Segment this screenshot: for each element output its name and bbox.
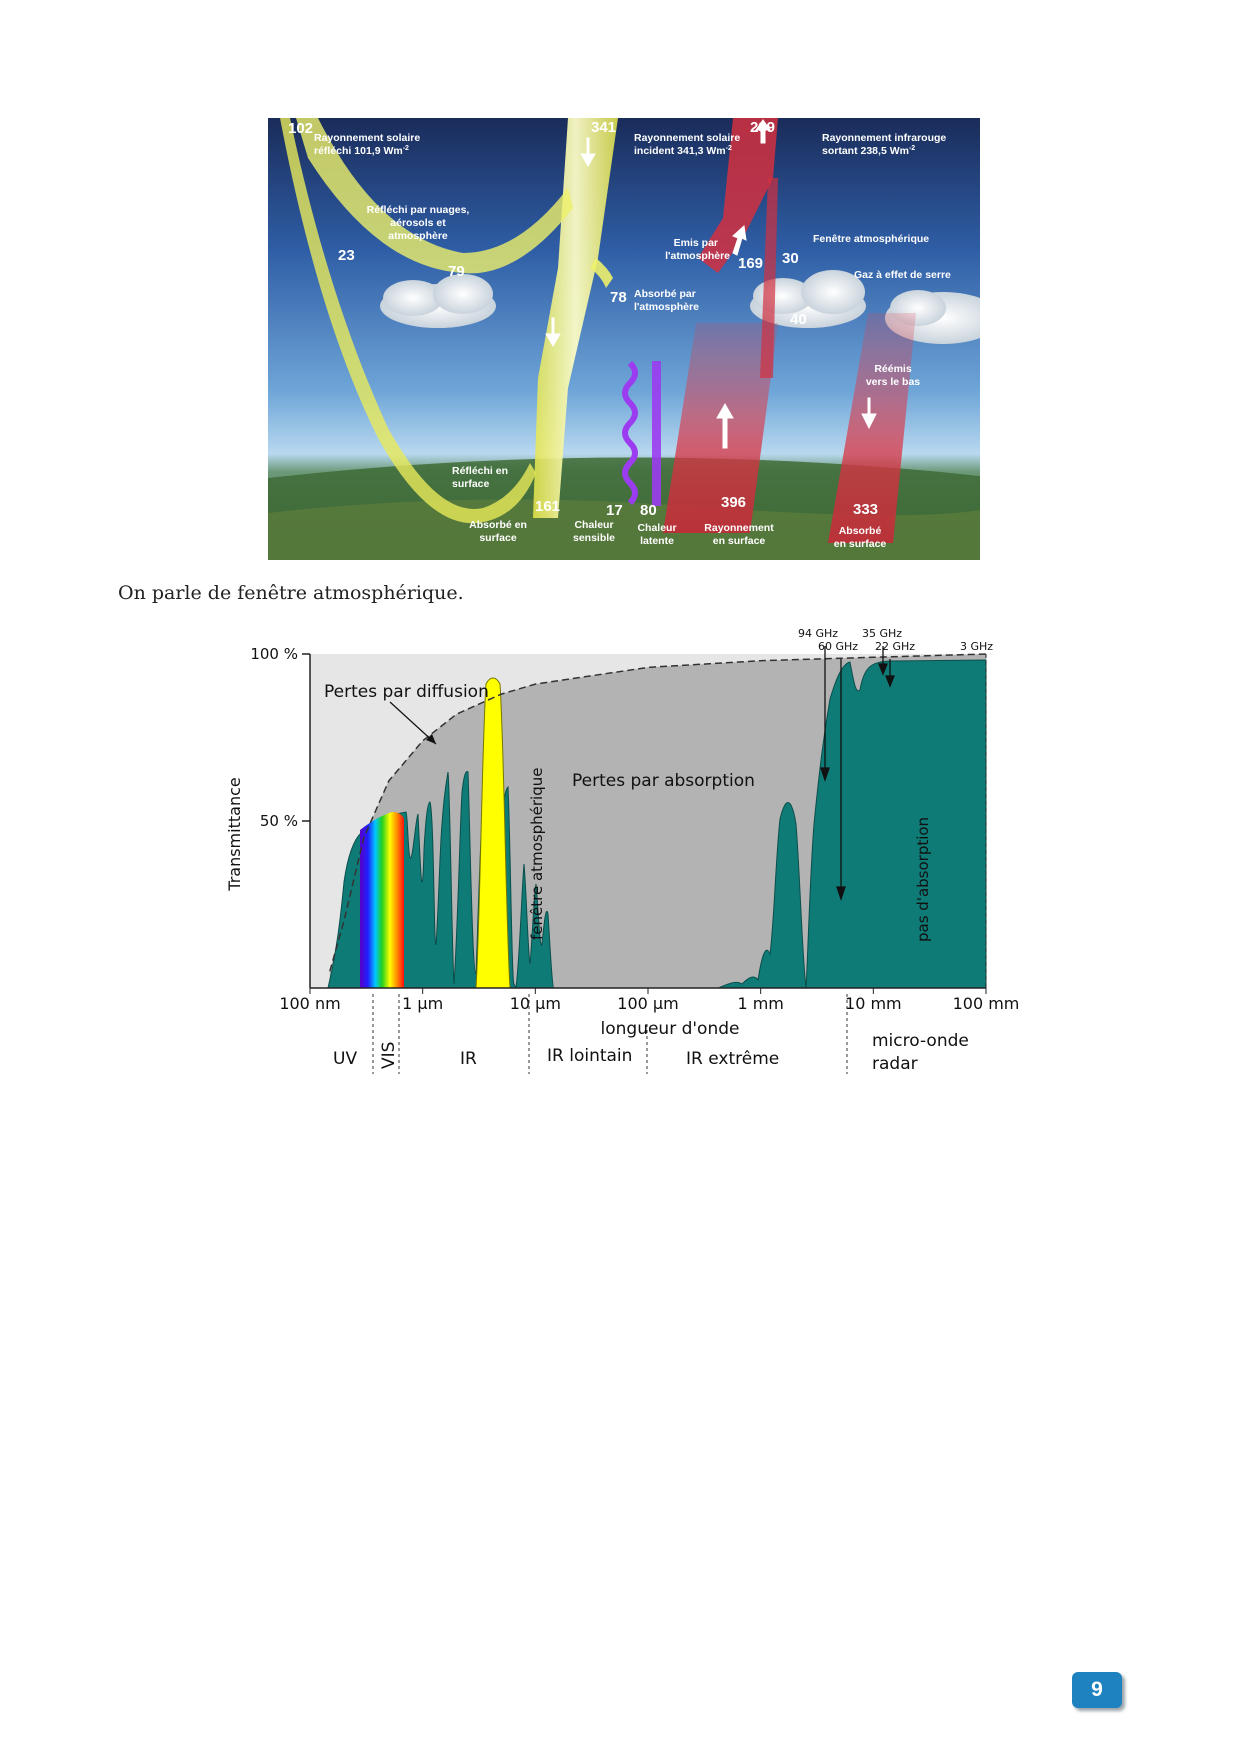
label-sensible-heat: Chaleur sensible <box>573 519 615 544</box>
surface-radiation-beam <box>663 323 778 533</box>
value-emitted-atmosphere: 169 <box>738 255 763 272</box>
label-back-absorbed: Absorbé en surface <box>834 525 887 550</box>
annotation-window: fenêtre atmosphérique <box>528 768 546 941</box>
incident-solar-beam <box>533 118 618 518</box>
value-absorbed-atmosphere: 78 <box>610 289 627 306</box>
annotation-absorption-loss: Pertes par absorption <box>572 771 755 791</box>
page-number: 9 <box>1072 1672 1122 1708</box>
window-band <box>475 677 511 989</box>
value-back-absorbed: 333 <box>853 501 878 518</box>
reflected-surface-beam <box>280 118 536 524</box>
annotation-scatter-loss: Pertes par diffusion <box>324 682 489 702</box>
label-reemitted: Réémis vers le bas <box>866 363 920 388</box>
region-far-ir: IR lointain <box>547 1046 632 1066</box>
x-tick-labels: 100 nm 1 µm 10 µm 100 µm 1 mm 10 mm 100 mm <box>279 988 1019 1013</box>
value-reflected-clouds: 79 <box>448 263 465 280</box>
transmittance-curve-ir <box>515 863 555 989</box>
x-tick-label: 10 µm <box>510 994 561 1013</box>
x-tick-label: 10 mm <box>845 994 902 1013</box>
x-tick-label: 1 µm <box>402 994 443 1013</box>
region-separators <box>372 994 848 1074</box>
value-window: 30 <box>782 250 799 267</box>
x-axis-label: longueur d'onde <box>601 1019 740 1039</box>
value-latent-heat: 80 <box>640 502 657 519</box>
scattering-limit-curve <box>329 653 987 972</box>
value-surface-radiation: 396 <box>721 494 746 511</box>
freq-22ghz: 22 GHz <box>875 640 915 653</box>
sensible-heat-wave <box>622 360 638 506</box>
label-greenhouse-gas: Gaz à effet de serre <box>854 269 951 281</box>
y-tick-50: 50 % <box>260 812 298 830</box>
label-reflected-surface: Réfléchi en surface <box>452 465 508 490</box>
label-emitted-atmosphere: Emis par l'atmosphère <box>665 237 730 262</box>
reflected-cloud-beam <box>296 118 573 274</box>
y-axis-label: Transmittance <box>225 777 244 891</box>
value-absorbed-surface: 161 <box>535 498 560 515</box>
label-incident-solar: Rayonnement solaire incident 341,3 Wm-2 <box>634 132 740 157</box>
region-ir: IR <box>460 1049 477 1069</box>
label-atmospheric-window: Fenêtre atmosphérique <box>813 233 929 245</box>
value-outgoing-ir: 239 <box>750 119 775 136</box>
region-microwave: micro-onde <box>872 1031 969 1051</box>
value-ghg: 40 <box>790 311 807 328</box>
value-reflected-surface: 23 <box>338 247 355 264</box>
region-vis: VIS <box>379 1042 399 1069</box>
x-tick-label: 100 µm <box>617 994 678 1013</box>
label-outgoing-ir: Rayonnement infrarouge sortant 238,5 Wm-2 <box>822 132 946 157</box>
freq-94ghz: 94 GHz <box>798 627 838 640</box>
x-tick-label: 100 nm <box>279 994 340 1013</box>
frequency-arrows <box>820 646 895 902</box>
freq-3ghz: 3 GHz <box>960 640 993 653</box>
region-extreme-ir: IR extrême <box>686 1049 779 1069</box>
y-tick-100: 100 % <box>250 645 298 663</box>
x-tick-label: 100 mm <box>953 994 1020 1013</box>
visible-band <box>360 812 404 988</box>
cloud-left <box>380 274 496 328</box>
label-surface-radiation: Rayonnement en surface <box>704 522 774 547</box>
transmittance-curve-microwave <box>717 659 987 989</box>
earth-energy-budget-diagram: 102 341 239 23 79 78 169 30 40 161 17 80… <box>268 118 980 560</box>
label-reflected-clouds: Réfléchi par nuages, aérosols et atmosphèr… <box>367 204 470 242</box>
x-tick-label: 1 mm <box>737 994 783 1013</box>
freq-60ghz: 60 GHz <box>818 640 858 653</box>
label-absorbed-surface: Absorbé en surface <box>469 519 527 544</box>
outgoing-ir-beam <box>698 118 778 273</box>
flux-arrows <box>545 119 877 449</box>
value-reflected-total: 102 <box>288 120 313 137</box>
latent-heat-beam <box>652 361 661 506</box>
value-sensible-heat: 17 <box>606 502 623 519</box>
back-radiation-beam <box>828 313 916 543</box>
label-reflected-solar: Rayonnement solaire réfléchi 101,9 Wm-2 <box>314 132 420 157</box>
region-uv: UV <box>333 1049 357 1069</box>
value-incident: 341 <box>591 119 616 136</box>
caption-atmospheric-window: On parle de fenêtre atmosphérique. <box>118 582 464 604</box>
label-absorbed-atmosphere: Absorbé par l'atmosphère <box>634 288 699 313</box>
freq-35ghz: 35 GHz <box>862 627 902 640</box>
transmittance-chart: 100 % 50 % Transmittance Pertes par diff… <box>225 627 1019 1074</box>
label-latent-heat: Chaleur latente <box>637 522 676 547</box>
annotation-no-absorption: pas d'absorption <box>914 817 932 942</box>
region-radar: radar <box>872 1054 918 1074</box>
